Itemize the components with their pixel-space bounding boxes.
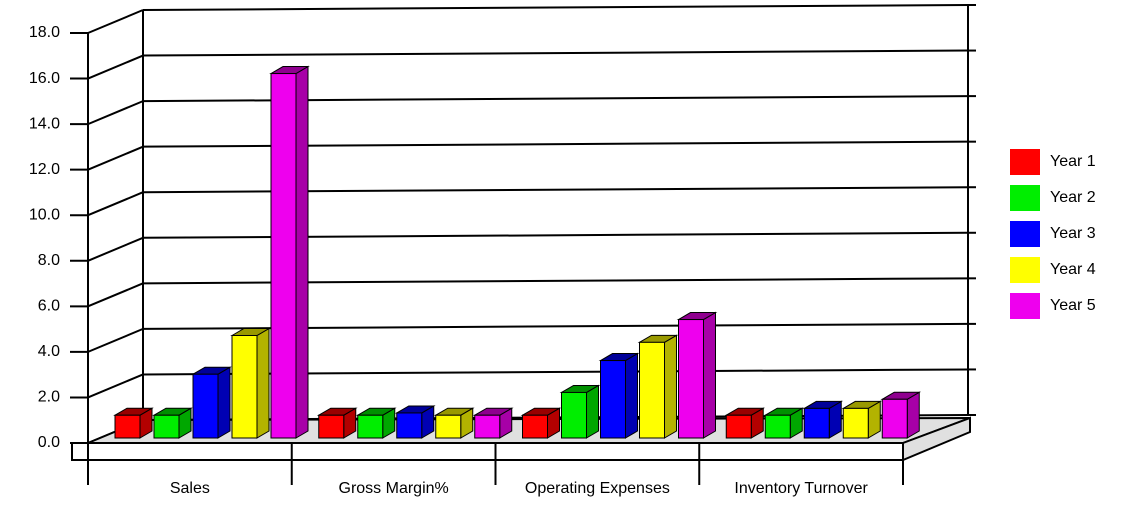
bar <box>520 407 562 439</box>
bar-front <box>561 391 587 439</box>
y-tick-label: 18.0 <box>29 24 60 41</box>
bar-front <box>318 414 345 439</box>
grid-line <box>87 282 144 308</box>
bar-front <box>639 341 665 439</box>
bar <box>113 407 154 439</box>
grid-line <box>87 191 144 217</box>
x-tick-label: Sales <box>170 480 210 497</box>
grid-line <box>87 236 144 262</box>
bar-front <box>842 407 869 439</box>
bar <box>191 366 232 439</box>
x-tick-label: Inventory Turnover <box>734 480 868 497</box>
bar <box>559 384 601 439</box>
bar-front <box>522 414 548 439</box>
bar-front <box>270 73 297 439</box>
grid-line <box>142 277 969 285</box>
x-tick-label: Gross Margin% <box>339 480 449 497</box>
legend-label: Year 3 <box>1050 225 1096 242</box>
bar-front <box>357 414 384 439</box>
bar-front <box>435 414 462 439</box>
bar-front <box>725 414 752 439</box>
bar <box>724 407 766 439</box>
legend-label: Year 2 <box>1050 189 1096 206</box>
grid-line <box>142 49 969 57</box>
x-tick-label: Operating Expenses <box>525 480 670 497</box>
y-tick-label: 16.0 <box>29 70 60 87</box>
bar-side <box>586 384 599 439</box>
grid-line <box>87 373 144 399</box>
bar-side <box>256 327 270 439</box>
legend-swatch <box>1010 293 1040 319</box>
legend-swatch <box>1010 221 1040 247</box>
bar-front <box>114 414 141 439</box>
legend-label: Year 5 <box>1050 297 1096 314</box>
bar <box>676 311 718 439</box>
bar <box>269 65 310 439</box>
bar-front <box>231 335 258 439</box>
bar-front <box>764 414 791 439</box>
bar-side <box>217 366 231 439</box>
bar <box>763 407 805 439</box>
bar <box>637 334 679 439</box>
bar-side <box>625 352 638 439</box>
grid-line <box>87 54 144 80</box>
bar <box>802 400 844 439</box>
grid-line <box>142 140 969 148</box>
bar <box>880 391 922 439</box>
bar-front <box>881 398 908 439</box>
y-tick-label: 2.0 <box>38 389 60 406</box>
bar-front <box>474 414 501 439</box>
y-tick-label: 8.0 <box>38 252 60 269</box>
grid-line <box>87 327 144 353</box>
bar <box>230 327 271 439</box>
grid-line <box>142 4 969 11</box>
bar <box>355 407 397 439</box>
grid-line <box>142 95 969 103</box>
bar-side <box>703 311 716 439</box>
bar-side <box>664 334 677 439</box>
bar-front <box>153 414 180 439</box>
bar <box>394 405 436 439</box>
bar-side <box>295 65 309 439</box>
bar <box>433 407 475 439</box>
grid-line <box>142 186 969 194</box>
bar <box>472 407 514 439</box>
bar-front <box>396 412 423 439</box>
legend-swatch <box>1010 257 1040 283</box>
grid-line <box>142 231 969 239</box>
y-tick-label: 0.0 <box>38 434 60 451</box>
legend-label: Year 1 <box>1050 153 1096 170</box>
grid-line <box>87 145 144 171</box>
bar <box>316 407 358 439</box>
legend-swatch <box>1010 149 1040 175</box>
y-tick-label: 4.0 <box>38 343 60 360</box>
y-tick-label: 10.0 <box>29 206 60 223</box>
bar-front <box>803 407 830 439</box>
floor-front <box>71 442 904 461</box>
bar-front <box>600 360 626 439</box>
y-tick-label: 12.0 <box>29 161 60 178</box>
grid-line <box>87 100 144 126</box>
grid-line <box>87 9 144 34</box>
bar-side <box>906 391 920 439</box>
bar-front <box>678 319 704 439</box>
y-tick-label: 6.0 <box>38 298 60 315</box>
bar <box>598 352 640 439</box>
bar-front <box>192 373 219 439</box>
legend-swatch <box>1010 185 1040 211</box>
bar <box>152 407 193 439</box>
legend-label: Year 4 <box>1050 261 1096 278</box>
bar <box>841 400 883 439</box>
y-tick-label: 14.0 <box>29 115 60 132</box>
